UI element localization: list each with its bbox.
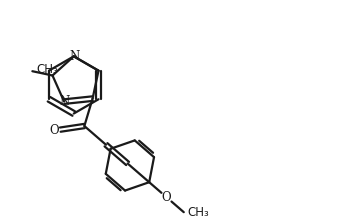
Text: CH₃: CH₃ <box>188 206 209 219</box>
Text: N: N <box>69 50 79 63</box>
Text: N: N <box>59 95 69 108</box>
Text: CH₃: CH₃ <box>36 63 58 76</box>
Text: O: O <box>49 124 59 137</box>
Text: O: O <box>162 191 171 204</box>
